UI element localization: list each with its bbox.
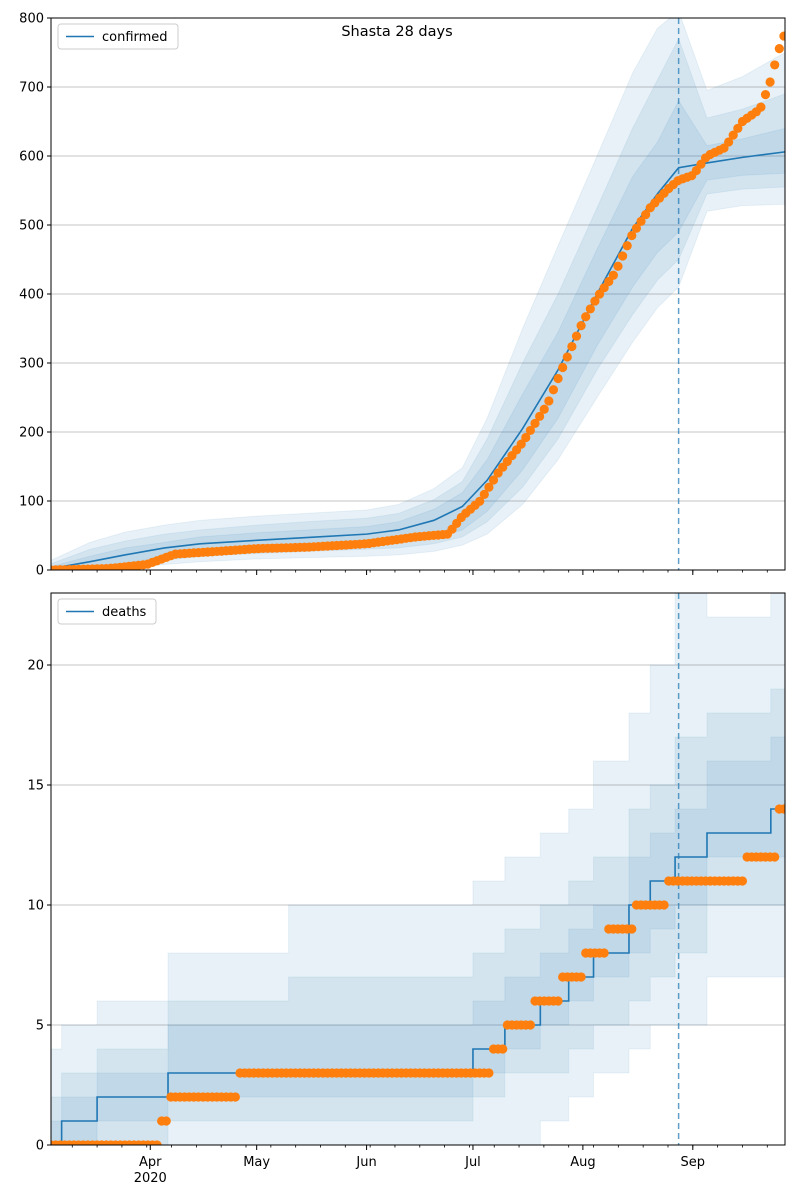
observed-point [765,77,775,87]
observed-point [548,385,559,395]
observed-point [770,60,780,70]
observed-point [779,804,785,814]
y-tick-label: 100 [19,495,44,510]
observed-point [590,296,600,306]
observed-point [544,396,554,406]
observed-point [724,137,734,147]
y-tick-label: 15 [27,779,44,794]
observed-point [484,482,494,492]
observed-point [599,948,609,958]
observed-point [756,102,766,112]
observed-point [622,241,632,251]
observed-point [627,924,637,934]
confidence-band [51,688,785,1145]
observed-point [779,31,785,41]
observed-point [521,432,531,443]
observed-point [691,165,701,176]
confirmed-panel: Shasta 28 days 0 100 200 300 400 500 600 700 800… [19,12,786,579]
observed-point [659,900,669,910]
observed-point [498,1044,508,1054]
observed-point [539,404,549,414]
y-tick-label: 0 [36,1139,44,1154]
observed-point [728,130,738,140]
y-tick-label: 400 [19,288,44,303]
observed-point [585,304,595,314]
chart-title: Shasta 28 days [341,24,452,40]
y-tick-label: 600 [19,150,44,165]
observed-point [613,261,623,271]
observed-point [152,1140,162,1145]
observed-point [479,489,489,499]
y-tick-label: 500 [19,219,44,234]
observed-point [636,216,646,226]
observed-point [604,276,614,287]
model-median-line [51,808,785,1145]
observed-point [562,352,572,362]
confidence-band [51,18,785,570]
observed-point [571,331,582,341]
observed-point [760,89,771,100]
observed-point [617,251,628,261]
x-tick-sublabel: 2020 [134,1171,167,1186]
observed-point [627,230,637,241]
observed-point [525,1020,536,1030]
observed-point [608,270,618,280]
observed-point [581,312,591,322]
observed-point [558,362,568,373]
y-tick-label: 200 [19,426,44,441]
observed-point [696,159,706,169]
y-tick-label: 20 [27,659,44,674]
legend-label: deaths [102,605,147,620]
axes-frame [50,592,786,1146]
observed-point [553,373,563,384]
plot-area [51,593,785,1145]
y-tick-label: 10 [27,899,44,914]
observed-point [576,321,586,331]
observed-point [525,425,536,436]
y-tick-label: 700 [19,81,44,96]
observed-point [553,996,563,1006]
x-tick-label: Sep [681,1155,706,1170]
plot-area [51,18,785,570]
observed-point [774,44,784,54]
observed-point [567,341,577,352]
x-tick-label: Aug [570,1155,595,1170]
x-tick-label: May [243,1155,270,1170]
observed-point [770,852,780,862]
observed-point [230,1092,240,1102]
model-median-line [51,151,785,570]
legend-box [57,598,157,625]
x-tick-label: Apr [139,1155,162,1170]
y-tick-label: 300 [19,357,44,372]
observed-point [737,876,748,886]
y-tick-label: 800 [19,12,44,27]
observed-point [161,1116,171,1126]
legend-label: confirmed [102,30,168,45]
observed-point [599,283,609,293]
x-tick-label: Jun [355,1155,376,1170]
observed-point [535,411,545,421]
observed-point [484,1068,494,1078]
observed-point [594,289,605,299]
observed-point [475,496,485,506]
y-tick-label: 0 [36,564,44,579]
observed-point [516,439,526,449]
y-tick-label: 5 [36,1019,44,1034]
observed-point [631,223,642,233]
observed-point [641,209,651,220]
observed-point [530,418,540,428]
confidence-band [51,593,785,1145]
observed-point [488,475,499,485]
x-tick-label: Jul [464,1155,481,1170]
observed-point [576,972,586,982]
observed-point [733,123,743,133]
legend-box [57,23,179,50]
